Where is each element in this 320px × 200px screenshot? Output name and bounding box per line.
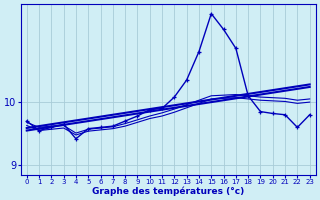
- X-axis label: Graphe des températures (°c): Graphe des températures (°c): [92, 186, 244, 196]
